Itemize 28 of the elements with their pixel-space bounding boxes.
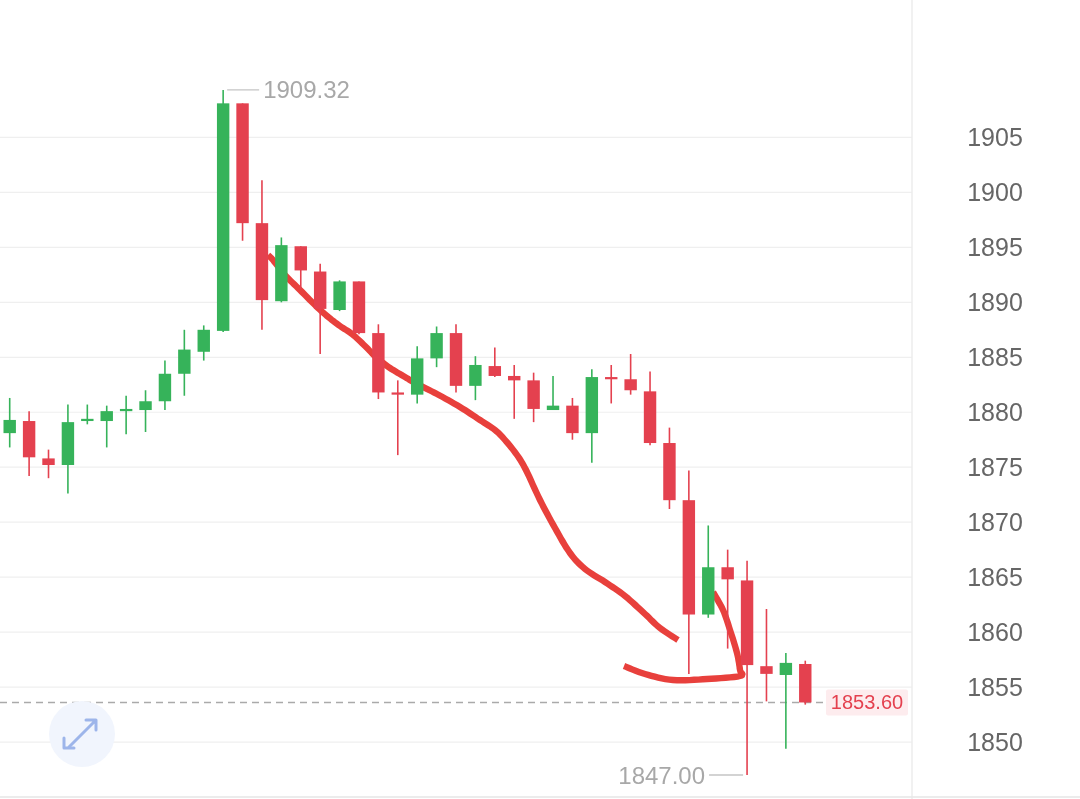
candlestick	[42, 448, 55, 479]
candlestick	[469, 355, 482, 401]
y-tick-label: 1855	[967, 673, 1023, 702]
candlestick	[779, 652, 793, 750]
ref-line-label: 1853.60	[830, 691, 904, 714]
annotation: 1847.00	[618, 761, 706, 789]
candlestick	[488, 346, 502, 378]
candlestick	[197, 324, 210, 362]
y-tick-label: 1880	[967, 398, 1023, 427]
candlestick	[624, 353, 637, 396]
y-tick-label: 1905	[967, 123, 1023, 152]
y-tick-label: 1860	[967, 618, 1023, 647]
y-tick-label: 1890	[967, 288, 1023, 317]
candlestick	[760, 608, 773, 703]
candlestick	[391, 379, 404, 456]
candlestick	[3, 397, 16, 449]
candlestick	[81, 403, 94, 426]
y-tick-label: 1850	[967, 728, 1023, 757]
y-tick-label: 1900	[967, 178, 1023, 207]
candlestick	[139, 389, 152, 433]
y-tick-label: 1895	[967, 233, 1023, 262]
candlestick	[721, 548, 734, 650]
y-tick-label: 1885	[967, 343, 1023, 372]
y-tick-label: 1865	[967, 563, 1023, 592]
candlestick	[100, 404, 113, 449]
y-tick-label: 1875	[967, 453, 1023, 482]
y-tick-label: 1870	[967, 508, 1023, 537]
annotation: 1909.32	[263, 76, 350, 104]
